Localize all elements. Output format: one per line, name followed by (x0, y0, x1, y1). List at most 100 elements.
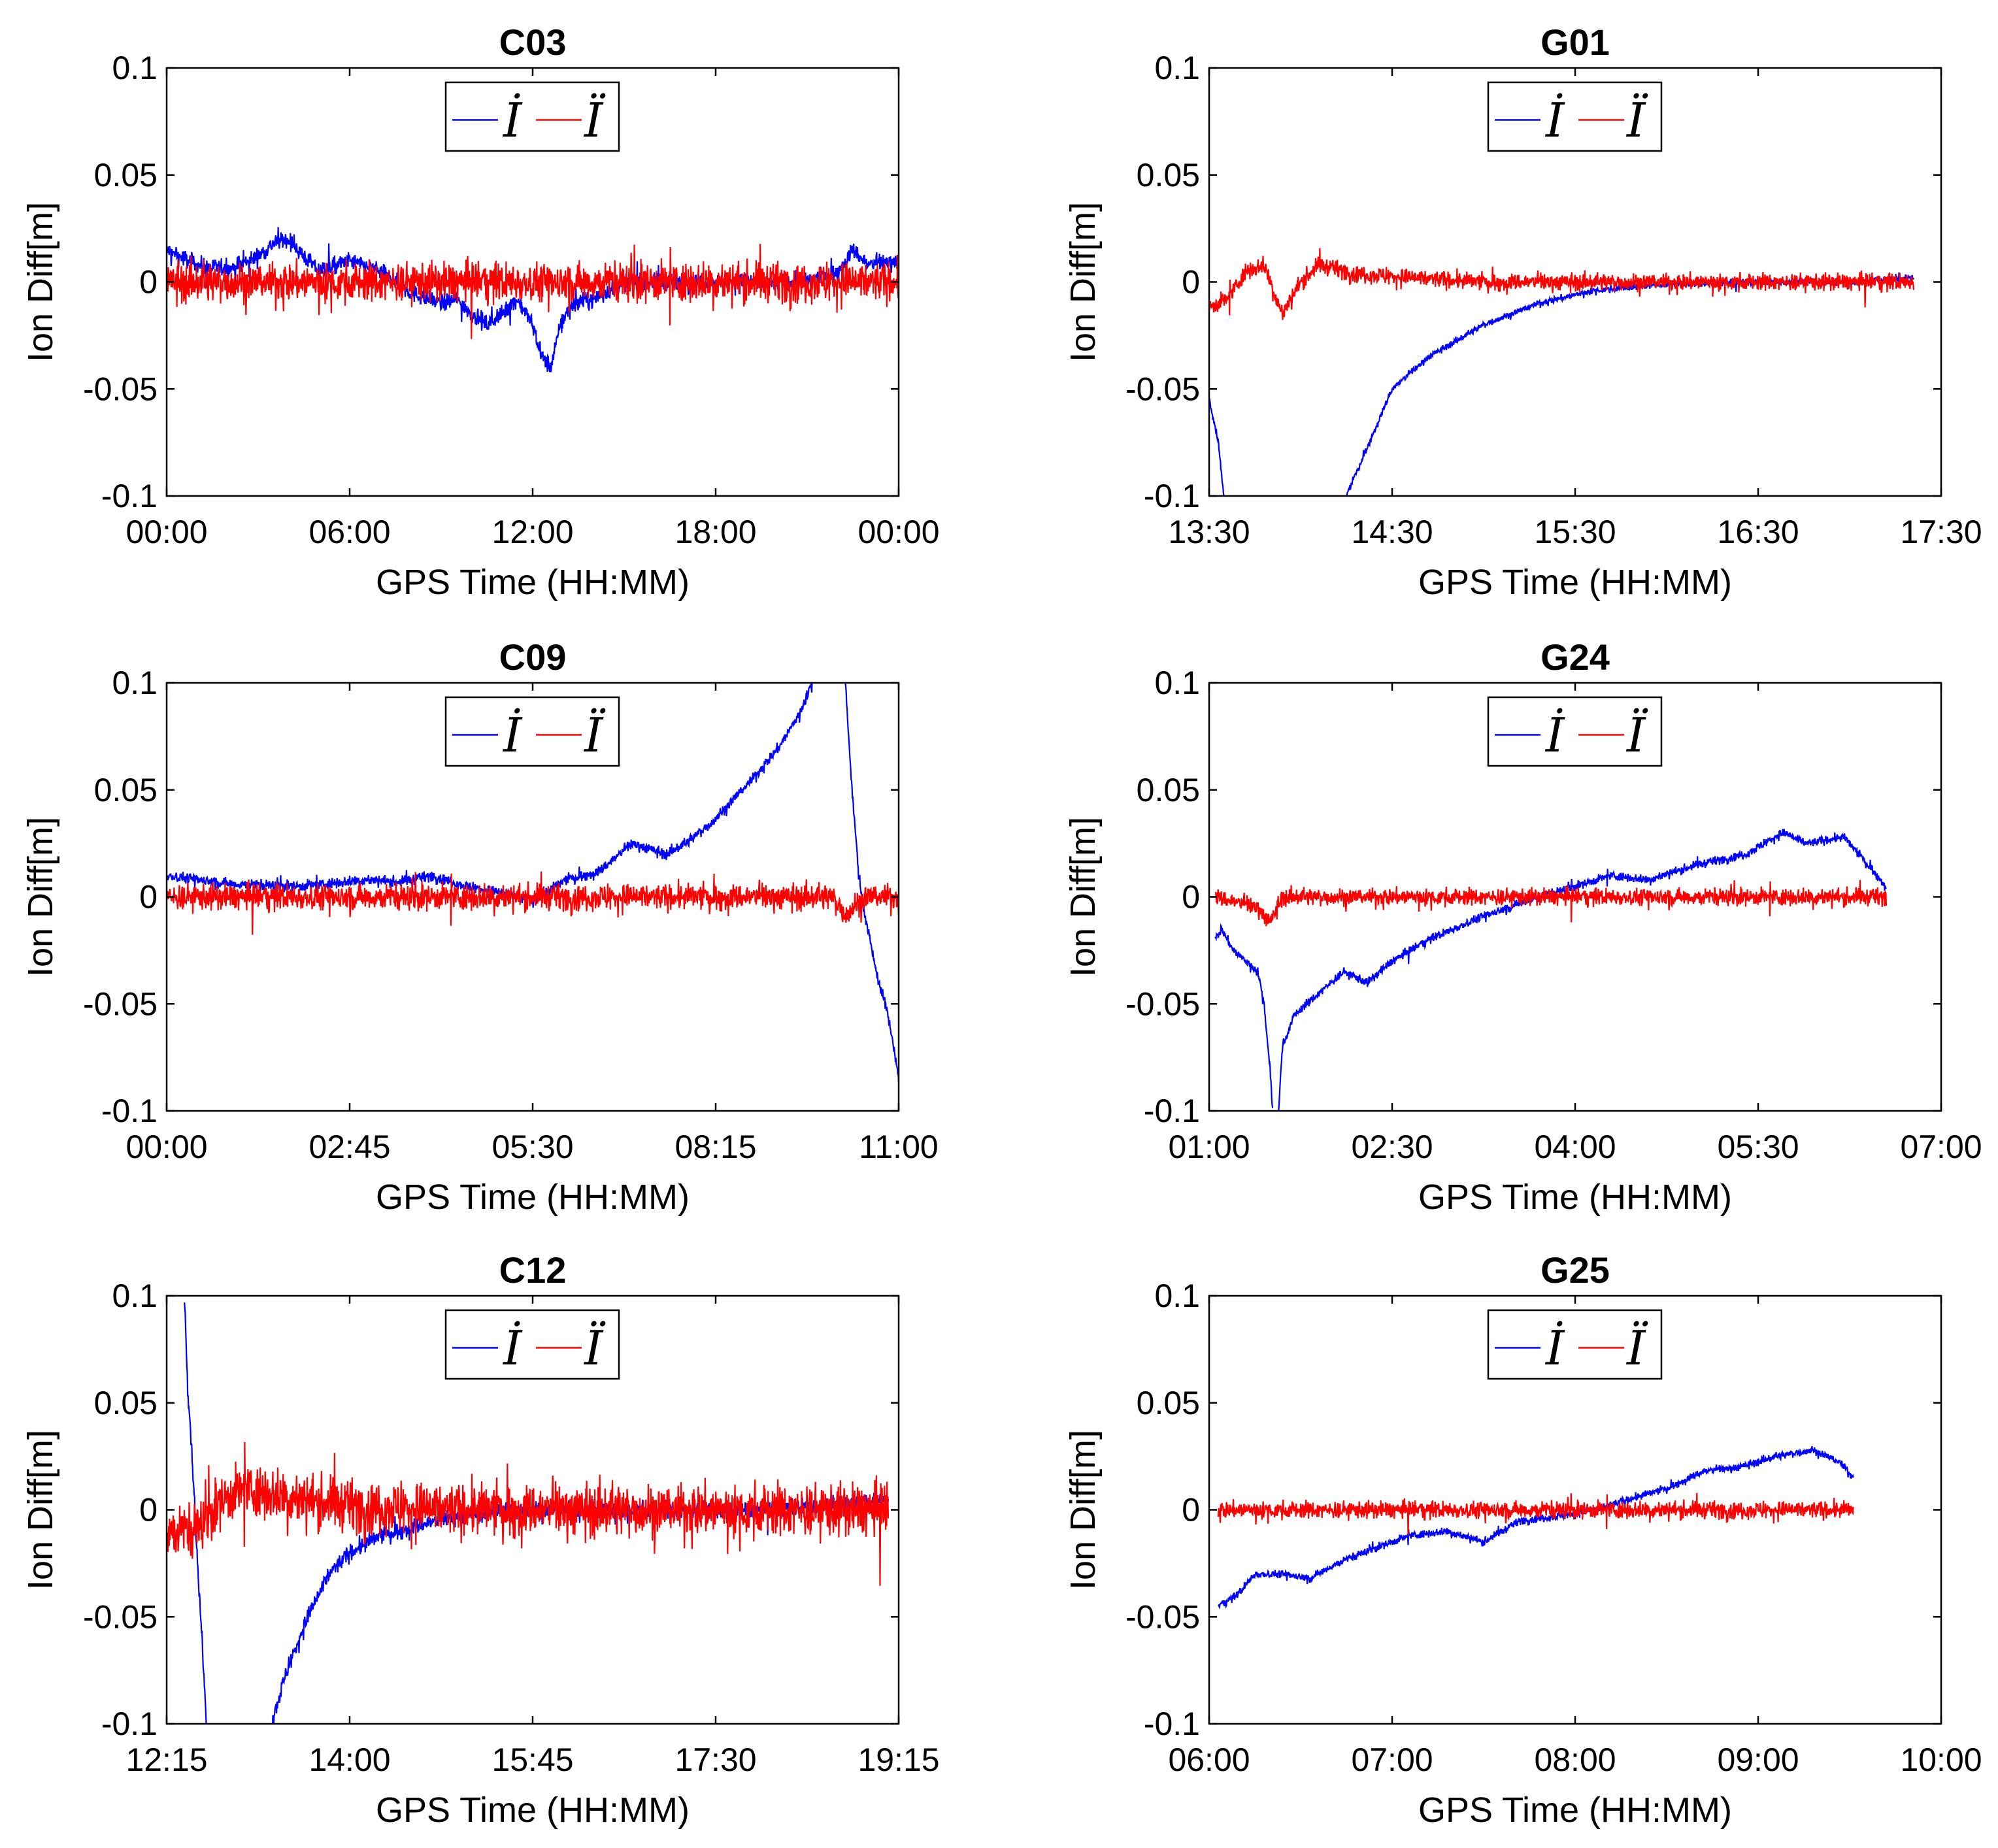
y-axis-label: Ion Diff[m] (21, 202, 60, 362)
legend-label-idot: İ (502, 92, 523, 148)
xtick-label: 01:00 (1168, 1129, 1250, 1165)
x-axis-label: GPS Time (HH:MM) (1418, 563, 1732, 602)
y-axis-label: Ion Diff[m] (1063, 202, 1103, 362)
ytick-label: 0.05 (1137, 772, 1200, 808)
series-iddot-line (1209, 248, 1915, 320)
x-axis-label: GPS Time (HH:MM) (1418, 1178, 1732, 1217)
ytick-label: -0.1 (101, 1093, 158, 1129)
ytick-label: -0.1 (1144, 478, 1200, 514)
series-idot-line-2 (1278, 829, 1887, 1111)
ytick-label: 0.05 (94, 772, 158, 808)
ytick-label: 0.05 (94, 1385, 158, 1421)
ytick-label: 0 (1182, 1492, 1200, 1528)
series-idot-line-1 (1214, 923, 1274, 1109)
series-group (1217, 1445, 1854, 1609)
legend-label-iddot: Ï (583, 707, 606, 763)
ytick-label: -0.1 (101, 478, 158, 514)
xtick-label: 14:00 (308, 1741, 390, 1778)
ytick-label: 0 (1182, 264, 1200, 301)
ytick-label: -0.05 (83, 985, 158, 1022)
xtick-label: 09:00 (1717, 1741, 1799, 1778)
panel-title: C09 (499, 636, 567, 678)
legend-label-idot: İ (1544, 92, 1565, 148)
ytick-label: 0 (139, 879, 158, 916)
xtick-label: 17:30 (674, 1741, 756, 1778)
legend-label-idot: İ (502, 707, 523, 763)
legend-label-idot: İ (502, 1320, 523, 1376)
ytick-label: -0.05 (83, 1598, 158, 1635)
legend-box (1487, 81, 1663, 152)
ytick-label: 0.1 (112, 50, 158, 86)
ytick-label: 0.1 (1154, 1278, 1200, 1314)
xtick-label: 17:30 (1900, 514, 1982, 550)
ytick-label: -0.05 (1125, 985, 1200, 1022)
xtick-label: 06:00 (308, 514, 390, 550)
xtick-label: 06:00 (1168, 1741, 1250, 1778)
ytick-label: 0.1 (112, 1278, 158, 1314)
legend-label-idot: İ (1544, 707, 1565, 763)
ytick-label: -0.1 (1144, 1093, 1200, 1129)
ytick-label: 0 (139, 264, 158, 301)
y-axis-label: Ion Diff[m] (1063, 1430, 1103, 1590)
xtick-label: 05:30 (491, 1129, 573, 1165)
series-iddot-line (167, 244, 899, 339)
series-iddot-line (167, 1442, 890, 1586)
xtick-label: 02:45 (308, 1129, 390, 1165)
series-idot-line-1 (1209, 397, 1225, 496)
ytick-label: -0.05 (1125, 371, 1200, 407)
xtick-label: 15:30 (1534, 514, 1616, 550)
y-axis-label: Ion Diff[m] (1063, 817, 1103, 977)
legend-box (444, 696, 620, 767)
ytick-label: 0.1 (1154, 665, 1200, 701)
xtick-label: 14:30 (1351, 514, 1433, 550)
xtick-label: 13:30 (1168, 514, 1250, 550)
legend-label-idot: İ (1544, 1320, 1565, 1376)
ytick-label: -0.1 (101, 1706, 158, 1742)
legend-box (444, 81, 620, 152)
xtick-label: 12:00 (491, 514, 573, 550)
legend-label-iddot: Ï (583, 92, 606, 148)
series-group (167, 1302, 890, 1724)
legend-label-iddot: Ï (1625, 92, 1648, 148)
x-axis-label: GPS Time (HH:MM) (376, 1790, 690, 1830)
ytick-label: 0.05 (94, 157, 158, 193)
panel-g25: -0.1 -0.05 0 0.05 0.1 06:00 07:00 08:00 09:00 10:… (1063, 1249, 1982, 1830)
xtick-label: 08:00 (1534, 1741, 1616, 1778)
series-iddot-line (167, 871, 899, 935)
ytick-label: 0.05 (1137, 1385, 1200, 1421)
y-axis-label: Ion Diff[m] (21, 1430, 60, 1590)
x-axis-label: GPS Time (HH:MM) (376, 1178, 690, 1217)
panel-title: G24 (1540, 636, 1610, 678)
xtick-label: 00:00 (125, 1129, 207, 1165)
legend-label-iddot: Ï (583, 1320, 606, 1376)
ytick-label: 0.1 (1154, 50, 1200, 86)
series-group (167, 227, 899, 372)
ytick-label: 0.05 (1137, 157, 1200, 193)
panel-g24: -0.1 -0.05 0 0.05 0.1 01:00 02:30 04:00 05:30 07:… (1063, 636, 1982, 1217)
xtick-label: 07:00 (1900, 1129, 1982, 1165)
ytick-label: 0 (139, 1492, 158, 1528)
panel-title: G25 (1540, 1249, 1610, 1291)
ytick-label: -0.05 (1125, 1598, 1200, 1635)
series-idot-line-2 (844, 683, 899, 1084)
y-axis-label: Ion Diff[m] (21, 817, 60, 977)
xtick-label: 10:00 (1900, 1741, 1982, 1778)
series-iddot-line (1217, 1493, 1854, 1536)
series-group (1214, 829, 1888, 1111)
xtick-label: 19:15 (857, 1741, 939, 1778)
series-idot-line (1218, 1445, 1854, 1609)
panel-title: G01 (1540, 22, 1610, 63)
panel-title: C12 (499, 1249, 567, 1291)
ytick-label: 0.1 (112, 665, 158, 701)
legend-box (1487, 1309, 1663, 1380)
panel-c09: -0.1 -0.05 0 0.05 0.1 00:00 02:45 05:30 08:15 11:… (21, 636, 939, 1217)
xtick-label: 16:30 (1717, 514, 1799, 550)
x-axis-label: GPS Time (HH:MM) (376, 563, 690, 602)
ytick-label: -0.1 (1144, 1706, 1200, 1742)
xtick-label: 04:00 (1534, 1129, 1616, 1165)
xtick-label: 00:00 (857, 514, 939, 550)
